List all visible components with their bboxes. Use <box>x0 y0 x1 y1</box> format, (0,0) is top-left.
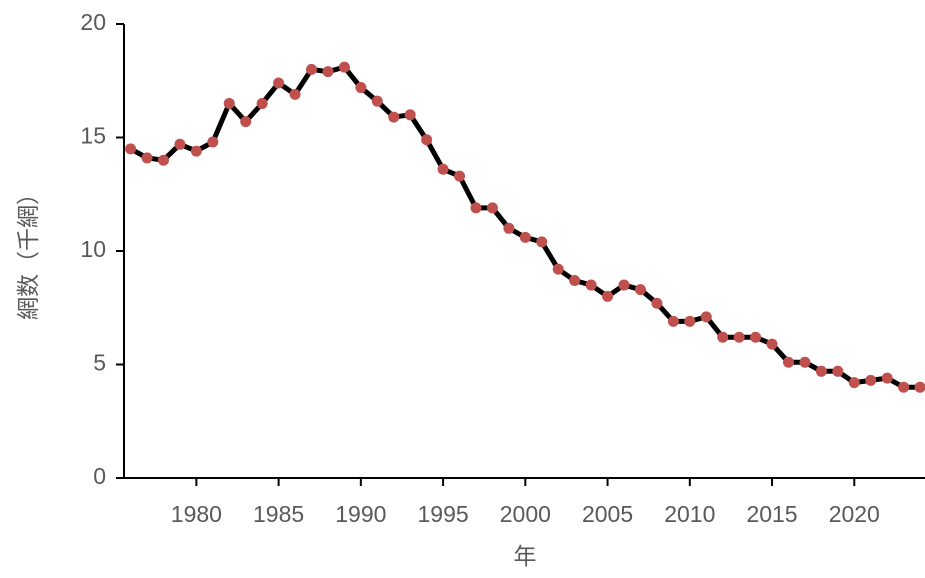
data-point <box>569 275 581 287</box>
data-point <box>815 365 827 377</box>
x-tick-label: 1990 <box>335 501 386 527</box>
data-point <box>750 331 762 343</box>
data-point <box>404 109 416 121</box>
data-point <box>799 356 811 368</box>
x-tick-label: 1980 <box>171 501 222 527</box>
data-point <box>585 279 597 291</box>
data-point <box>552 263 564 275</box>
data-point <box>733 331 745 343</box>
data-point <box>651 297 663 309</box>
data-point <box>898 381 910 393</box>
data-point <box>273 77 285 89</box>
data-point <box>519 231 531 243</box>
data-point <box>881 372 893 384</box>
data-point <box>536 236 548 248</box>
data-point <box>125 143 137 155</box>
x-tick-label: 2015 <box>746 501 797 527</box>
data-point <box>141 152 153 164</box>
data-point <box>503 222 515 234</box>
x-tick-label: 2005 <box>582 501 633 527</box>
y-axis-title: 網数（千網） <box>15 182 41 320</box>
data-point <box>355 82 367 94</box>
data-point <box>618 279 630 291</box>
data-point <box>322 66 334 78</box>
data-point <box>832 365 844 377</box>
x-tick-label: 2010 <box>664 501 715 527</box>
data-point <box>388 111 400 123</box>
data-point <box>602 290 614 302</box>
data-point <box>684 315 696 327</box>
data-line <box>129 64 921 390</box>
data-point <box>766 338 778 350</box>
data-point <box>782 356 794 368</box>
data-point <box>865 374 877 386</box>
data-point <box>306 63 318 75</box>
data-point <box>256 97 268 109</box>
data-point <box>371 95 383 107</box>
y-tick-label: 10 <box>80 236 106 262</box>
data-point <box>470 202 482 214</box>
data-point <box>717 331 729 343</box>
data-point <box>223 97 235 109</box>
data-point <box>437 163 449 175</box>
data-point <box>240 116 252 128</box>
y-tick-label: 0 <box>93 463 106 489</box>
data-point <box>338 61 350 73</box>
data-point <box>289 88 301 100</box>
x-tick-label: 2020 <box>829 501 880 527</box>
y-tick-label: 5 <box>93 350 106 376</box>
data-point <box>700 311 712 323</box>
data-point <box>634 284 646 296</box>
data-point <box>157 154 169 166</box>
data-point <box>486 202 498 214</box>
data-point <box>207 136 219 148</box>
data-point <box>190 145 202 157</box>
data-point <box>174 138 186 150</box>
data-point <box>667 315 679 327</box>
data-point <box>421 134 433 146</box>
x-tick-label: 1985 <box>253 501 304 527</box>
x-axis-title: 年 <box>514 543 537 569</box>
data-point <box>848 377 860 389</box>
data-point <box>454 170 466 182</box>
data-point <box>914 381 925 393</box>
x-tick-label: 2000 <box>500 501 551 527</box>
x-tick-label: 1995 <box>417 501 468 527</box>
y-tick-label: 20 <box>80 9 106 35</box>
y-tick-label: 15 <box>80 123 106 149</box>
